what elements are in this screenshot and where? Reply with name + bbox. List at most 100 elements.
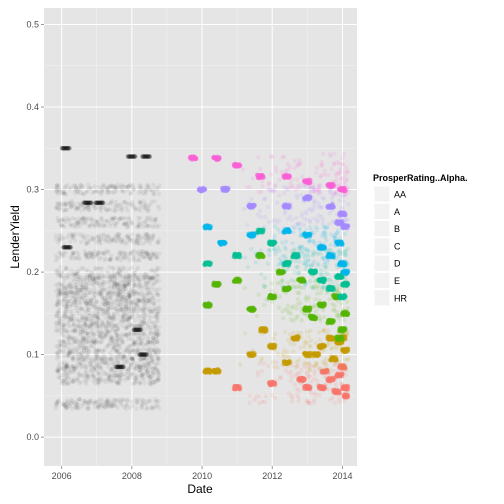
point-unrated [70,379,76,384]
point-unrated [69,316,74,321]
point-unrated [145,367,151,373]
point-unrated [144,223,150,229]
point-unrated [138,183,144,189]
point-unrated [91,294,97,299]
point-unrated [103,256,108,261]
point-unrated [151,325,156,330]
point-AA-faint [286,370,291,375]
point-unrated [128,290,134,295]
point-AA-faint [343,372,349,378]
point-unrated [91,318,97,323]
point-D-faint [337,235,343,241]
point-unrated [106,322,111,327]
point-unrated [133,301,139,307]
point-unrated [130,221,135,227]
point-C [237,254,243,260]
point-unrated [69,271,75,277]
point-B-faint [261,303,267,308]
point-unrated [67,239,73,244]
point-unrated [75,293,80,298]
point-unrated [62,363,67,369]
point-unrated [95,315,101,321]
point-B-faint [283,290,289,296]
point-unrated [99,219,104,225]
point-unrated [140,342,146,347]
point-unrated [152,199,158,204]
point-unrated [139,313,144,319]
point-unrated [91,344,97,350]
point-unrated [58,375,63,381]
point-unrated [55,285,61,291]
point-unrated [121,354,126,359]
point-unrated [85,317,90,322]
point-unrated [147,378,153,383]
point-unrated [140,306,145,311]
point-unrated-dense [147,154,153,159]
point-B-faint [283,307,288,312]
point-unrated [86,207,92,213]
point-unrated [138,381,143,387]
point-C-faint [292,248,297,253]
point-unrated [154,265,159,270]
point-unrated [135,250,141,256]
point-unrated [54,190,60,195]
point-unrated [109,366,115,371]
point-D-faint [309,228,314,233]
point-unrated [103,371,109,376]
point-unrated [119,216,124,221]
point-AA-faint [247,393,253,398]
point-unrated [73,327,78,333]
point-unrated [140,323,145,329]
point-unrated [143,327,148,332]
point-unrated [62,224,67,229]
point-AA-faint [308,387,313,392]
point-unrated [94,188,100,194]
point-unrated [78,182,83,188]
point-unrated [105,319,110,324]
point-unrated [54,351,59,356]
point-unrated [134,375,140,380]
point-AA-faint [256,394,262,399]
point-B-faint [331,307,336,312]
point-unrated [71,313,76,318]
point-unrated [122,354,128,360]
point-unrated [79,216,85,222]
point-unrated [138,298,143,304]
point-unrated [60,237,66,242]
point-unrated [126,183,132,189]
point-unrated [93,321,98,327]
point-unrated [108,315,113,321]
point-unrated [146,184,151,189]
point-unrated [84,251,89,257]
point-unrated [152,340,157,345]
point-B-faint [256,292,261,297]
point-AA-faint [278,375,283,381]
point-unrated [138,204,144,209]
point-unrated [85,275,90,280]
point-unrated [137,364,142,370]
point-unrated [70,349,75,354]
point-unrated [141,355,147,361]
point-unrated [115,359,121,364]
point-unrated [109,183,115,188]
point-unrated [113,403,118,409]
point-unrated [116,235,122,240]
point-unrated [133,327,138,332]
point-unrated [127,315,133,320]
point-unrated [62,286,67,291]
point-unrated [77,274,82,280]
point-unrated [99,306,104,312]
point-unrated [93,292,98,297]
point-unrated [105,300,110,306]
point-unrated [64,200,69,206]
point-unrated [127,315,133,321]
point-AA-faint [312,391,317,396]
point-unrated [74,364,80,369]
point-unrated [97,334,103,339]
point-unrated [91,282,96,287]
point-unrated [93,358,98,363]
point-unrated [142,275,147,281]
point-A-faint [293,365,298,370]
point-unrated [154,278,159,283]
point-unrated [149,267,155,273]
